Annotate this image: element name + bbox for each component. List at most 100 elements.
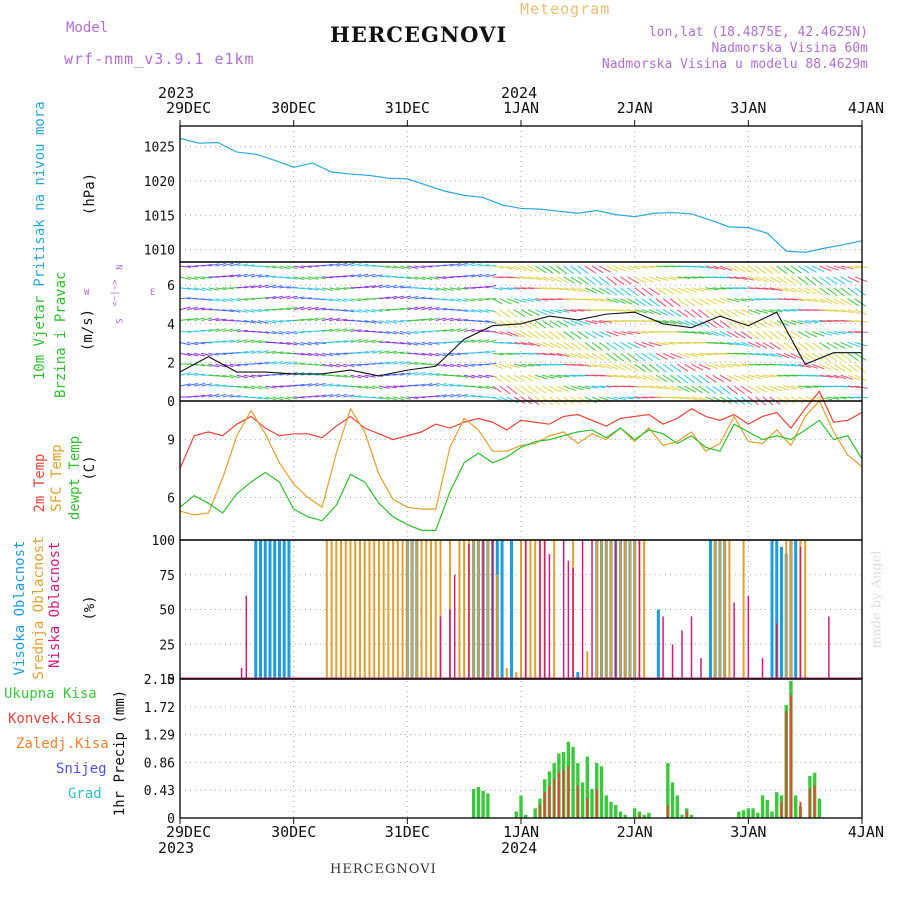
wind-barb bbox=[847, 265, 861, 269]
low-cloud-bar bbox=[539, 540, 541, 679]
total-precip-bar bbox=[580, 782, 585, 818]
bottom-date-tick: 4JAN bbox=[848, 823, 884, 841]
wind-barb bbox=[215, 384, 227, 387]
wind-barb bbox=[400, 276, 412, 280]
wind-barb bbox=[393, 320, 405, 323]
wind-barb bbox=[371, 320, 383, 324]
wind-barb bbox=[343, 298, 355, 302]
wind-barb bbox=[492, 309, 502, 317]
wind-barb bbox=[733, 309, 746, 317]
wind-barb bbox=[385, 284, 397, 289]
wind-barb bbox=[464, 298, 476, 302]
convective-precip-bar bbox=[595, 788, 598, 818]
wind-barb bbox=[392, 330, 404, 335]
wind-barb bbox=[698, 363, 711, 370]
wind-barb bbox=[790, 265, 802, 274]
wind-barb bbox=[534, 331, 547, 340]
wind-barb bbox=[840, 374, 854, 380]
wind-barb bbox=[293, 265, 305, 269]
wind-barb bbox=[812, 320, 826, 323]
high-cloud-bar bbox=[259, 540, 263, 679]
wind-barb bbox=[229, 309, 241, 313]
wind-barb bbox=[442, 393, 454, 398]
wind-barb bbox=[705, 265, 719, 270]
wind-barb bbox=[634, 341, 647, 348]
mid-cloud-bar bbox=[520, 540, 522, 679]
wind-barb bbox=[201, 352, 213, 357]
wind-barb bbox=[464, 394, 476, 398]
wind-barb bbox=[471, 329, 483, 333]
wind-barb bbox=[549, 287, 563, 290]
low-cloud-bar bbox=[776, 623, 778, 679]
wind-barb bbox=[520, 331, 533, 339]
mid-cloud-bar bbox=[330, 540, 333, 679]
wind-barb bbox=[407, 396, 419, 400]
wind-barb bbox=[471, 385, 483, 389]
wind-barb bbox=[414, 330, 426, 334]
wind-barb bbox=[265, 265, 277, 269]
wind-barb bbox=[833, 276, 845, 285]
total-precip-bar bbox=[751, 808, 755, 818]
wind-barb bbox=[776, 309, 790, 312]
wind-barb bbox=[300, 297, 312, 300]
wind-barb bbox=[471, 395, 483, 398]
wind-barb bbox=[499, 287, 513, 291]
wind-barb bbox=[407, 361, 419, 365]
wind-barb bbox=[662, 298, 674, 308]
total-precip-bar bbox=[614, 805, 618, 818]
wind-barb bbox=[527, 385, 540, 395]
wind-barb bbox=[776, 352, 790, 359]
wind-barb bbox=[435, 383, 447, 387]
wind-barb bbox=[769, 374, 783, 378]
wind-barb bbox=[329, 363, 340, 368]
total-precip-bar bbox=[524, 814, 528, 818]
wind-barb bbox=[627, 298, 640, 306]
total-precip-bar bbox=[476, 786, 481, 818]
wind-barb bbox=[719, 374, 732, 382]
wind-barb bbox=[258, 330, 270, 334]
wind-barb bbox=[457, 319, 469, 322]
wind-barb bbox=[641, 385, 655, 389]
total-precip-bar bbox=[793, 795, 798, 818]
wind-barb bbox=[677, 276, 691, 280]
wind-barb bbox=[357, 374, 369, 379]
wind-barb bbox=[662, 374, 675, 383]
total-precip-bar bbox=[486, 793, 490, 818]
wind-barb bbox=[336, 352, 348, 355]
wind-barb bbox=[520, 374, 534, 382]
wind-barb bbox=[385, 350, 397, 354]
wind-barb bbox=[748, 385, 760, 394]
high-cloud-bar bbox=[794, 540, 798, 679]
wind-barb bbox=[208, 328, 220, 333]
wind-barb bbox=[790, 396, 803, 404]
wind-barb bbox=[705, 287, 719, 291]
total-precip-bar bbox=[632, 808, 637, 818]
wind-barb bbox=[812, 298, 825, 303]
wind-barb bbox=[179, 265, 191, 269]
wind-barb bbox=[286, 361, 298, 365]
wind-barb bbox=[300, 318, 312, 322]
wind-barb bbox=[449, 328, 461, 333]
wind-barb bbox=[783, 341, 795, 351]
wind-barb bbox=[513, 385, 525, 395]
wind-barb bbox=[769, 287, 783, 292]
wind-barb bbox=[662, 320, 676, 325]
mid-cloud-bar bbox=[742, 540, 745, 679]
wind-barb bbox=[314, 394, 326, 398]
wind-barb bbox=[485, 285, 497, 289]
wind-barb bbox=[570, 331, 582, 340]
wind-barb bbox=[258, 274, 270, 278]
wind-barb bbox=[357, 320, 369, 323]
wind-barb bbox=[229, 363, 241, 367]
wind-barb bbox=[527, 265, 540, 273]
wind-barb bbox=[819, 276, 831, 285]
wind-barb bbox=[179, 318, 191, 322]
wind-barb bbox=[208, 298, 220, 302]
wind-barb bbox=[691, 396, 705, 401]
wind-barb bbox=[726, 265, 740, 272]
wind-barb bbox=[329, 374, 341, 377]
mid-cloud-bar bbox=[358, 540, 361, 679]
wind-barb bbox=[705, 374, 717, 383]
wind-barb bbox=[400, 361, 412, 365]
wind-barb bbox=[456, 328, 468, 333]
